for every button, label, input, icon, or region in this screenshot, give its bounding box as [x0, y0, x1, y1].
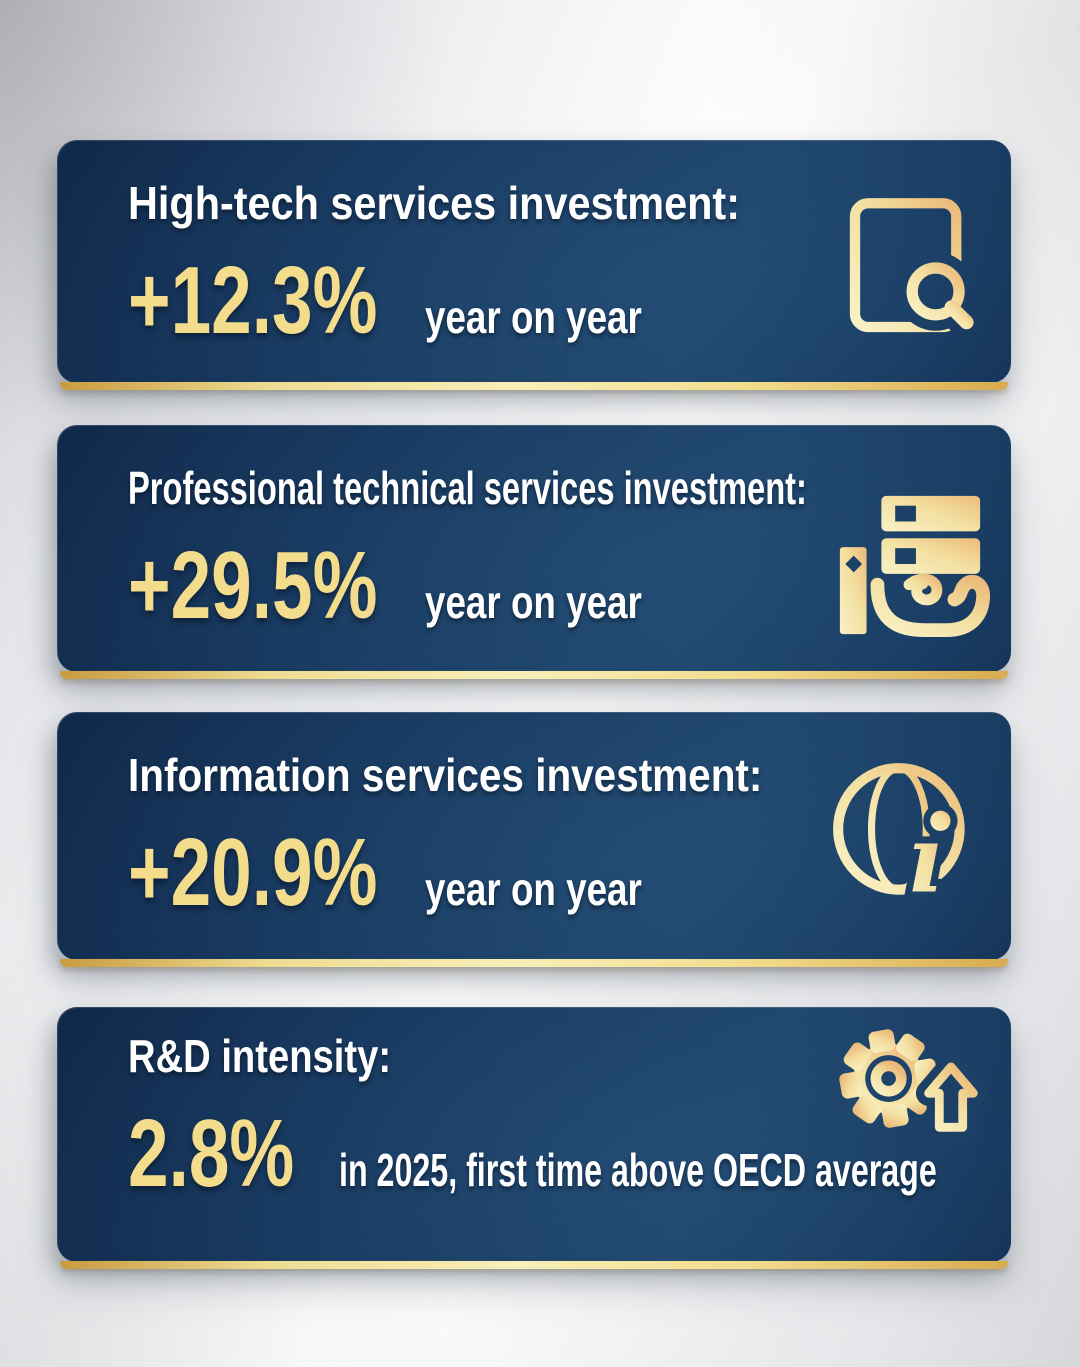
card-title: High-tech services investment: — [128, 177, 741, 229]
hand-servers-icon — [839, 495, 990, 638]
stat-value: +29.5% — [128, 531, 378, 639]
stat-suffix: year on year — [425, 290, 643, 343]
stat-row: 2.8% in 2025, first time above OECD aver… — [128, 1099, 1011, 1207]
stat-card-high-tech-services: High-tech services investment: +12.3% ye… — [57, 140, 1011, 390]
stat-suffix: in 2025, first time above OECD average — [338, 1143, 937, 1196]
globe-info-icon: ı — [833, 763, 965, 918]
stat-card-information-services: Information services investment: +20.9% … — [57, 712, 1011, 967]
stat-suffix: year on year — [425, 862, 643, 915]
stat-card-professional-technical-services: Professional technical services investme… — [57, 425, 1011, 679]
stat-row: +29.5% year on year — [128, 531, 1011, 639]
stat-row: +20.9% year on year — [128, 818, 1011, 926]
stat-value: +12.3% — [128, 246, 378, 354]
card-title: Professional technical services investme… — [128, 462, 807, 514]
stat-value: 2.8% — [128, 1099, 295, 1207]
gear-growth-icon — [839, 1029, 987, 1140]
card-title: Information services investment: — [128, 749, 763, 801]
document-search-icon — [849, 198, 974, 333]
stat-value: +20.9% — [128, 818, 378, 926]
stat-row: +12.3% year on year — [128, 246, 1011, 354]
card-title: R&D intensity: — [128, 1030, 392, 1082]
stat-card-rd-intensity: R&D intensity: 2.8% in 2025, first time … — [57, 1007, 1011, 1269]
stat-suffix: year on year — [425, 575, 643, 628]
